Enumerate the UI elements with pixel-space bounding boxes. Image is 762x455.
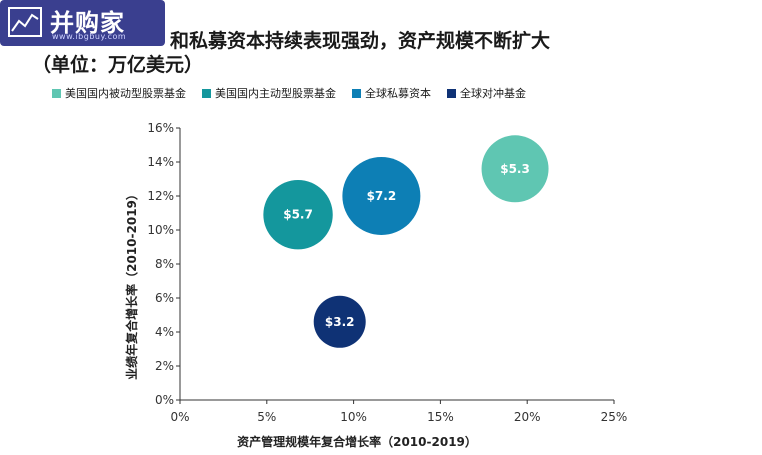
legend-swatch-private (352, 88, 361, 98)
x-tick-label: 10% (340, 410, 367, 424)
x-tick-label: 15% (427, 410, 454, 424)
x-tick-label: 0% (170, 410, 189, 424)
bubble-0 (481, 135, 549, 203)
logo-url: www.ibgbuy.com (52, 32, 127, 41)
bubble-1 (263, 180, 333, 250)
y-tick-label: 4% (155, 325, 174, 339)
legend-label-hedge: 全球对冲基金 (460, 87, 526, 100)
legend-item-private: 全球私募资本 (352, 85, 431, 101)
y-tick-label: 6% (155, 291, 174, 305)
site-logo[interactable]: 并购家 www.ibgbuy.com (0, 0, 165, 46)
y-axis-label: 业绩年复合增长率（2010-2019） (124, 188, 139, 380)
chart-logo-icon (8, 7, 42, 37)
bubble-3 (313, 295, 366, 348)
legend-swatch-hedge (447, 88, 456, 98)
y-tick-label: 10% (147, 223, 174, 237)
y-tick-label: 14% (147, 155, 174, 169)
legend-item-passive: 美国国内被动型股票基金 (52, 85, 186, 101)
bubble-label-1: $5.7 (283, 208, 313, 222)
legend-label-private: 全球私募资本 (365, 87, 431, 100)
x-tick-label: 25% (601, 410, 628, 424)
y-tick-label: 16% (147, 121, 174, 135)
legend-label-active: 美国国内主动型股票基金 (215, 87, 336, 100)
logo-text: 并购家 (50, 9, 125, 37)
legend-label-passive: 美国国内被动型股票基金 (65, 87, 186, 100)
legend-item-hedge: 全球对冲基金 (447, 85, 526, 101)
x-tick-label: 5% (257, 410, 276, 424)
y-tick-label: 8% (155, 257, 174, 271)
y-tick-label: 2% (155, 359, 174, 373)
x-axis-label: 资产管理规模年复合增长率（2010-2019） (237, 434, 477, 449)
x-tick-label: 20% (514, 410, 541, 424)
legend-swatch-active (202, 88, 211, 98)
y-tick-label: 12% (147, 189, 174, 203)
page-subtitle: （单位：万亿美元） (32, 54, 204, 76)
bubble-label-3: $3.2 (325, 315, 355, 329)
bubble-label-2: $7.2 (367, 189, 397, 203)
legend-item-active: 美国国内主动型股票基金 (202, 85, 336, 101)
legend-swatch-passive (52, 88, 61, 98)
bubble-label-0: $5.3 (500, 162, 530, 176)
bubble-2 (342, 157, 421, 235)
chart-legend: 美国国内被动型股票基金 美国国内主动型股票基金 全球私募资本 全球对冲基金 (52, 85, 526, 101)
page-title: 和私募资本持续表现强劲，资产规模不断扩大 (170, 30, 551, 52)
y-tick-label: 0% (155, 393, 174, 407)
